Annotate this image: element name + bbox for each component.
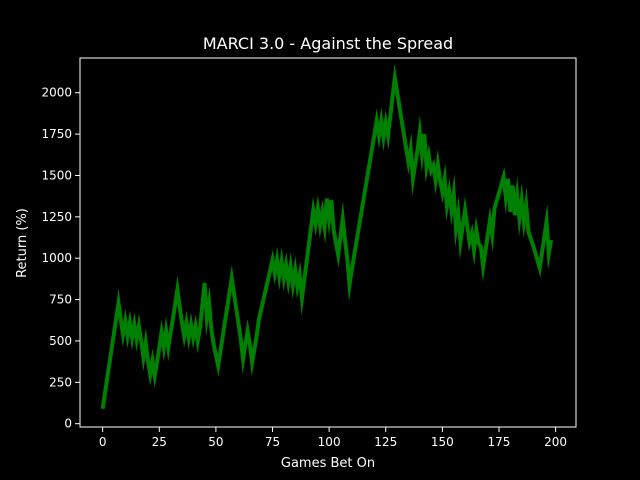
y-tick-label: 0 <box>64 417 72 431</box>
x-tick-label: 125 <box>374 435 397 449</box>
chart-title: MARCI 3.0 - Against the Spread <box>203 34 453 53</box>
x-tick-label: 75 <box>265 435 280 449</box>
x-tick-label: 150 <box>431 435 454 449</box>
plot-frame <box>79 57 577 428</box>
y-tick-label: 2000 <box>41 86 72 100</box>
y-tick-label: 1750 <box>41 127 72 141</box>
y-axis-label: Return (%) <box>15 208 30 278</box>
y-tick-label: 1250 <box>41 210 72 224</box>
plot-area <box>100 63 554 410</box>
y-tick-label: 1000 <box>41 251 72 265</box>
y-tick-label: 1500 <box>41 168 72 182</box>
x-tick-label: 50 <box>208 435 223 449</box>
y-tick-label: 250 <box>49 375 72 389</box>
x-axis-label: Games Bet On <box>281 456 375 471</box>
x-tick-label: 0 <box>99 435 107 449</box>
series-line-0 <box>100 63 554 410</box>
axis-ticks: 0 25 50 75 100 125 150 175 200025050075010001250… <box>41 86 567 449</box>
x-tick-label: 175 <box>488 435 511 449</box>
x-tick-label: 100 <box>318 435 341 449</box>
x-tick-label: 25 <box>152 435 167 449</box>
x-tick-label: 200 <box>544 435 567 449</box>
y-tick-label: 500 <box>49 334 72 348</box>
y-tick-label: 750 <box>49 293 72 307</box>
